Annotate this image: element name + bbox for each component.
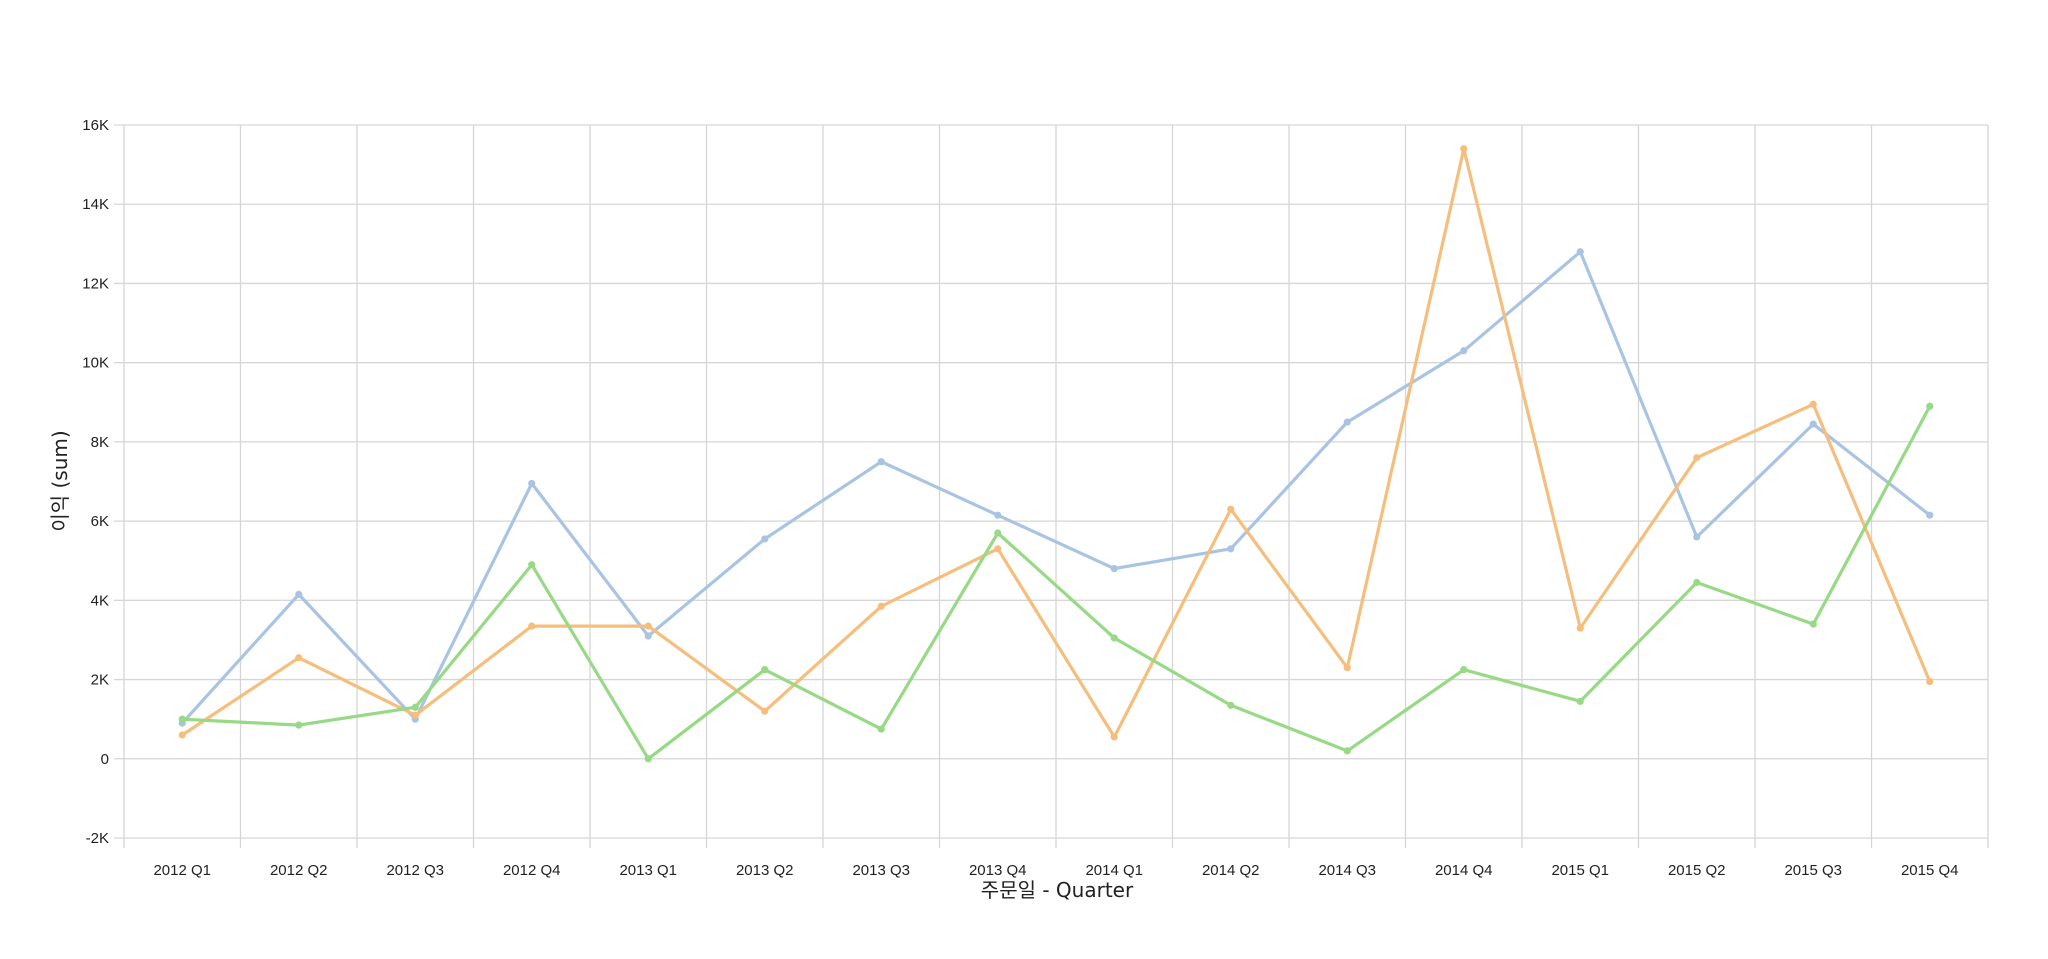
data-point[interactable] [178,715,186,723]
data-point[interactable] [295,721,303,729]
data-point[interactable] [1343,747,1351,755]
data-point[interactable] [1809,620,1817,628]
data-point[interactable] [1343,418,1351,426]
data-point[interactable] [1227,505,1235,513]
x-tick-label: 2015 Q3 [1784,862,1842,879]
data-point[interactable] [1809,400,1817,408]
y-tick-label: 12K [82,275,109,292]
data-point[interactable] [1343,664,1351,672]
x-tick-label: 2015 Q4 [1901,862,1959,879]
series-layer [178,145,1934,763]
data-point[interactable] [877,602,885,610]
x-tick-label: 2013 Q1 [619,862,677,879]
data-point[interactable] [877,725,885,733]
data-point[interactable] [761,707,769,715]
data-point[interactable] [411,703,419,711]
x-tick-label: 2012 Q4 [503,862,561,879]
data-point[interactable] [1576,697,1584,705]
data-point[interactable] [1926,402,1934,410]
data-point[interactable] [528,622,536,630]
data-point[interactable] [761,666,769,674]
x-tick-label: 2015 Q2 [1668,862,1726,879]
x-tick-label: 2012 Q2 [270,862,328,879]
data-point[interactable] [1460,145,1468,153]
data-point[interactable] [994,529,1002,537]
data-point[interactable] [1926,511,1934,519]
data-point[interactable] [1576,248,1584,256]
x-tick-label: 2014 Q1 [1085,862,1143,879]
x-tick-label: 2013 Q2 [736,862,794,879]
data-point[interactable] [178,731,186,739]
data-point[interactable] [1227,545,1235,553]
data-point[interactable] [994,511,1002,519]
y-axis-title: 이익 (sum) [48,430,72,531]
series-3 [178,402,1934,763]
data-point[interactable] [295,590,303,598]
data-point[interactable] [1460,666,1468,674]
x-tick-label: 2012 Q1 [153,862,211,879]
data-point[interactable] [644,622,652,630]
data-point[interactable] [411,711,419,719]
series-line [180,147,1932,739]
x-tick-label: 2014 Q4 [1435,862,1493,879]
data-point[interactable] [1110,733,1118,741]
y-tick-label: 4K [91,592,109,609]
x-axis-ticks: 2012 Q1 2012 Q2 2012 Q3 2012 Q4 2013 Q1 2013 … [153,862,1958,879]
data-point[interactable] [877,458,885,466]
series-line [180,250,1932,725]
horizontal-gridlines [114,124,1988,839]
y-tick-label: -2K [86,830,109,847]
data-point[interactable] [644,632,652,640]
data-point[interactable] [528,561,536,569]
data-point[interactable] [1926,677,1934,686]
y-tick-label: 6K [91,513,109,530]
y-tick-label: 16K [82,117,109,134]
x-tick-label: 2012 Q3 [386,862,444,879]
y-axis-ticks: -2K 0 2K 4K 6K 8K 10K 12K 14K 16K [82,117,109,847]
data-point[interactable] [1809,420,1817,428]
data-point[interactable] [1576,624,1584,632]
y-tick-label: 14K [82,196,109,213]
series-line [180,404,1932,761]
data-point[interactable] [1110,634,1118,642]
x-axis-title: 주문일 - Quarter [981,878,1134,902]
x-tick-label: 2015 Q1 [1551,862,1609,879]
x-tick-label: 2013 Q3 [852,862,910,879]
x-tick-label: 2014 Q2 [1202,862,1260,879]
data-point[interactable] [1110,565,1118,573]
data-point[interactable] [1460,347,1468,355]
data-point[interactable] [1693,578,1701,587]
data-point[interactable] [1693,454,1701,462]
data-point[interactable] [644,755,652,763]
data-point[interactable] [761,535,769,543]
data-point[interactable] [1227,701,1235,709]
series-2 [178,145,1934,741]
x-tick-label: 2013 Q4 [969,862,1027,879]
vertical-gridlines [123,125,1989,848]
y-tick-label: 8K [91,434,109,451]
data-point[interactable] [295,654,303,662]
y-tick-label: 0 [101,751,109,768]
data-point[interactable] [528,479,536,488]
x-tick-label: 2014 Q3 [1318,862,1376,879]
y-tick-label: 2K [91,672,109,689]
y-tick-label: 10K [82,355,109,372]
data-point[interactable] [994,545,1002,553]
data-point[interactable] [1693,533,1701,541]
